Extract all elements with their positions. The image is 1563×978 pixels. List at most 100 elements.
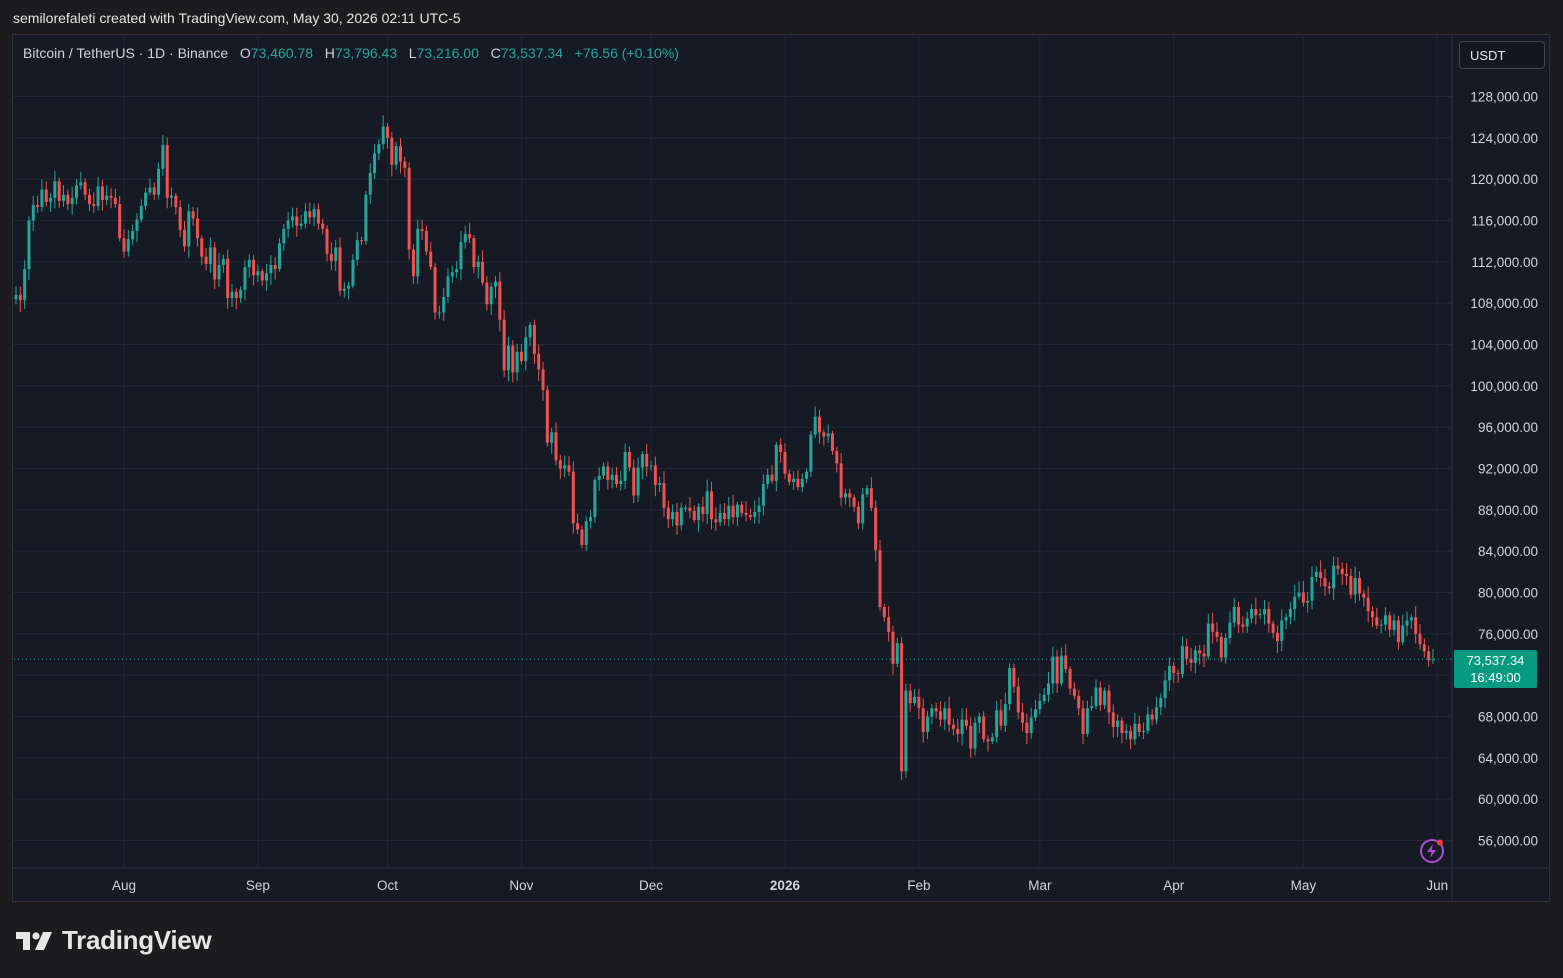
candle-body bbox=[917, 696, 921, 709]
candle bbox=[1167, 657, 1171, 691]
candle-body bbox=[606, 466, 610, 480]
candle-body bbox=[774, 444, 778, 481]
candle bbox=[148, 178, 152, 196]
candle-body bbox=[1262, 609, 1266, 615]
candle bbox=[856, 501, 860, 530]
candle bbox=[174, 192, 178, 215]
candle bbox=[1154, 696, 1158, 725]
candle bbox=[204, 248, 208, 271]
x-tick-label: Aug bbox=[112, 878, 136, 893]
candle-body bbox=[951, 724, 955, 729]
candle bbox=[597, 467, 601, 491]
candle bbox=[303, 203, 307, 229]
candle bbox=[1215, 622, 1219, 643]
candle bbox=[377, 139, 381, 161]
grid-lines bbox=[13, 36, 1549, 901]
candle-body bbox=[1414, 617, 1418, 634]
candle bbox=[459, 230, 463, 281]
candle-body bbox=[1064, 655, 1068, 669]
candle bbox=[1362, 589, 1366, 607]
candle-body bbox=[299, 223, 303, 226]
candle-body bbox=[1332, 565, 1336, 589]
candle-body bbox=[735, 504, 739, 518]
candle-body bbox=[1245, 618, 1249, 627]
candle-body bbox=[632, 467, 636, 496]
candle bbox=[360, 236, 364, 246]
y-tick-label: 116,000.00 bbox=[1471, 214, 1538, 229]
symbol-name[interactable]: Bitcoin / TetherUS · 1D · Binance bbox=[23, 45, 229, 61]
currency-button[interactable]: USDT bbox=[1459, 41, 1545, 69]
candle-body bbox=[1081, 708, 1085, 735]
candle bbox=[1392, 613, 1396, 636]
candle-body bbox=[148, 187, 152, 193]
candle bbox=[1129, 725, 1133, 750]
candle-body bbox=[805, 471, 809, 479]
candle-body bbox=[36, 205, 40, 208]
candle bbox=[321, 218, 325, 235]
candle bbox=[740, 500, 744, 517]
candle-body bbox=[1072, 688, 1076, 696]
candle-body bbox=[355, 240, 359, 260]
candle bbox=[593, 476, 597, 523]
candle bbox=[100, 179, 104, 211]
candle bbox=[1137, 715, 1141, 737]
candle bbox=[584, 516, 588, 551]
candle-body bbox=[986, 739, 990, 742]
candle-body bbox=[1349, 575, 1353, 595]
candle-body bbox=[1068, 668, 1072, 689]
last-price-value: 73,537.34 bbox=[1466, 653, 1525, 668]
candle bbox=[213, 242, 217, 290]
chart-frame[interactable] bbox=[12, 34, 1550, 902]
candle bbox=[407, 162, 411, 260]
candle-body bbox=[779, 444, 783, 452]
candle-body bbox=[373, 153, 377, 174]
candle-body bbox=[926, 716, 930, 733]
candle-body bbox=[1150, 714, 1154, 720]
close-label: C bbox=[490, 45, 501, 61]
lightning-icon[interactable] bbox=[1419, 838, 1445, 864]
y-tick-label: 92,000.00 bbox=[1478, 462, 1538, 477]
candle-body bbox=[934, 708, 938, 712]
candle-body bbox=[200, 238, 204, 257]
candle-body bbox=[753, 511, 757, 518]
candle-body bbox=[900, 643, 904, 772]
candle bbox=[1133, 712, 1137, 745]
candle-body bbox=[338, 247, 342, 291]
candle-body bbox=[1358, 578, 1362, 594]
candle bbox=[1016, 677, 1020, 720]
candle-body bbox=[325, 228, 329, 254]
candle bbox=[977, 712, 981, 734]
candle bbox=[986, 735, 990, 752]
tradingview-brand[interactable]: TradingView bbox=[16, 925, 212, 956]
candle bbox=[1306, 592, 1310, 613]
candle bbox=[1241, 616, 1245, 634]
candle bbox=[1228, 611, 1232, 644]
candle bbox=[943, 701, 947, 730]
candle bbox=[299, 214, 303, 230]
candle bbox=[1081, 700, 1085, 744]
open-label: O bbox=[239, 45, 251, 61]
candle-body bbox=[1297, 592, 1301, 597]
candle-body bbox=[74, 185, 78, 198]
change-value: +76.56 (+0.10%) bbox=[574, 45, 679, 61]
candle bbox=[472, 235, 476, 274]
candle bbox=[1293, 584, 1297, 621]
candle bbox=[1366, 586, 1370, 623]
candle-body bbox=[1427, 651, 1431, 661]
candle-body bbox=[1198, 650, 1202, 654]
candle-body bbox=[519, 351, 523, 362]
candle bbox=[1250, 603, 1254, 624]
candle-body bbox=[152, 187, 156, 195]
candle-body bbox=[170, 195, 174, 198]
candle bbox=[947, 696, 951, 732]
candle-body bbox=[424, 230, 428, 252]
candle bbox=[748, 508, 752, 521]
candle-body bbox=[450, 272, 454, 277]
candle-body bbox=[1241, 624, 1245, 627]
candle bbox=[118, 195, 122, 242]
candle-body bbox=[537, 353, 541, 370]
candle-body bbox=[368, 173, 372, 195]
candle-body bbox=[273, 264, 277, 270]
candle bbox=[1185, 638, 1189, 666]
